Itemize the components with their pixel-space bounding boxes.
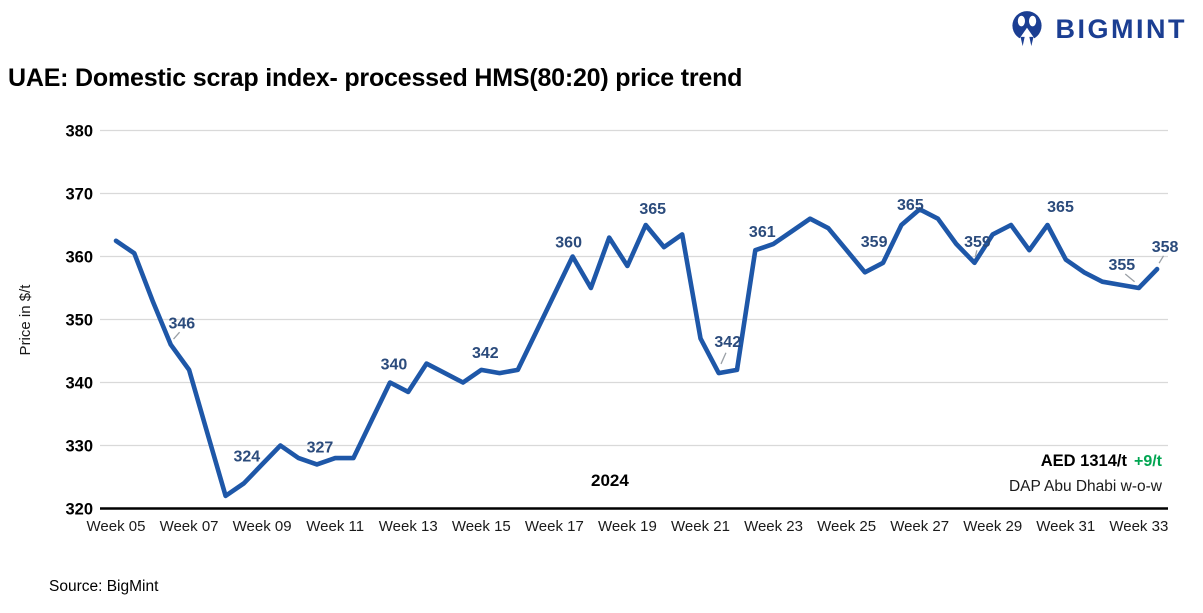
bigmint-logo-text: BIGMINT (1055, 13, 1187, 44)
x-tick-label: Week 25 (817, 518, 876, 535)
x-tick-label: Week 15 (452, 518, 511, 535)
y-tick-label: 370 (65, 186, 93, 204)
x-tick-label: Week 07 (160, 518, 219, 535)
bigmint-logo-icon (1011, 11, 1042, 47)
y-tick-label: 360 (65, 249, 93, 267)
x-tick-label: Week 31 (1036, 518, 1095, 535)
annotation-aed-price: AED 1314/t +9/t (1009, 449, 1162, 475)
leader-line (1124, 273, 1136, 283)
x-tick-label: Week 21 (671, 518, 730, 535)
x-tick-label: Week 27 (890, 518, 949, 535)
point-label: 327 (307, 439, 334, 456)
y-tick-label: 320 (65, 501, 93, 519)
y-tick-label: 350 (65, 312, 93, 330)
aed-price-value: AED 1314/t (1040, 452, 1127, 470)
x-tick-label: Week 17 (525, 518, 584, 535)
leader-line (974, 250, 978, 258)
leader-line (720, 352, 727, 365)
point-label: 359 (861, 234, 888, 251)
x-tick-label: Week 23 (744, 518, 803, 535)
y-tick-label: 340 (65, 375, 93, 393)
point-label: 342 (472, 345, 499, 362)
point-label: 361 (749, 224, 776, 241)
year-label: 2024 (591, 471, 629, 490)
x-tick-label: Week 13 (379, 518, 438, 535)
point-label: 346 (168, 316, 195, 333)
point-label: 358 (1152, 239, 1179, 256)
point-label: 324 (234, 448, 261, 465)
bigmint-logo: BIGMINT (1007, 8, 1188, 50)
x-tick-label: Week 29 (963, 518, 1022, 535)
y-tick-label: 330 (65, 438, 93, 456)
x-tick-label: Week 05 (87, 518, 146, 535)
y-axis-title: Price in $/t (17, 284, 34, 356)
price-line (113, 207, 1160, 499)
leader-line (1158, 255, 1165, 264)
source-text: Source: BigMint (49, 578, 159, 595)
wow-change-value: +9/t (1133, 453, 1162, 470)
leader-line (173, 331, 181, 340)
point-label: 355 (1108, 257, 1135, 274)
point-label: 365 (1047, 199, 1074, 216)
x-tick-label: Week 19 (598, 518, 657, 535)
point-label: 365 (639, 201, 666, 218)
annotation-subtitle: DAP Abu Dhabi w-o-w (1008, 477, 1162, 495)
x-tick-label: Week 33 (1109, 518, 1168, 535)
point-label: 360 (555, 235, 582, 252)
y-tick-label: 380 (65, 123, 93, 141)
point-label: 365 (897, 197, 924, 214)
x-tick-label: Week 09 (233, 518, 292, 535)
point-label: 359 (964, 234, 991, 251)
price-annotation: AED 1314/t +9/t DAP Abu Dhabi w-o-w (1009, 449, 1162, 499)
chart-title: UAE: Domestic scrap index- processed HMS… (8, 64, 743, 92)
point-label: 342 (714, 334, 741, 351)
point-label: 340 (381, 357, 408, 374)
x-tick-label: Week 11 (306, 518, 364, 535)
